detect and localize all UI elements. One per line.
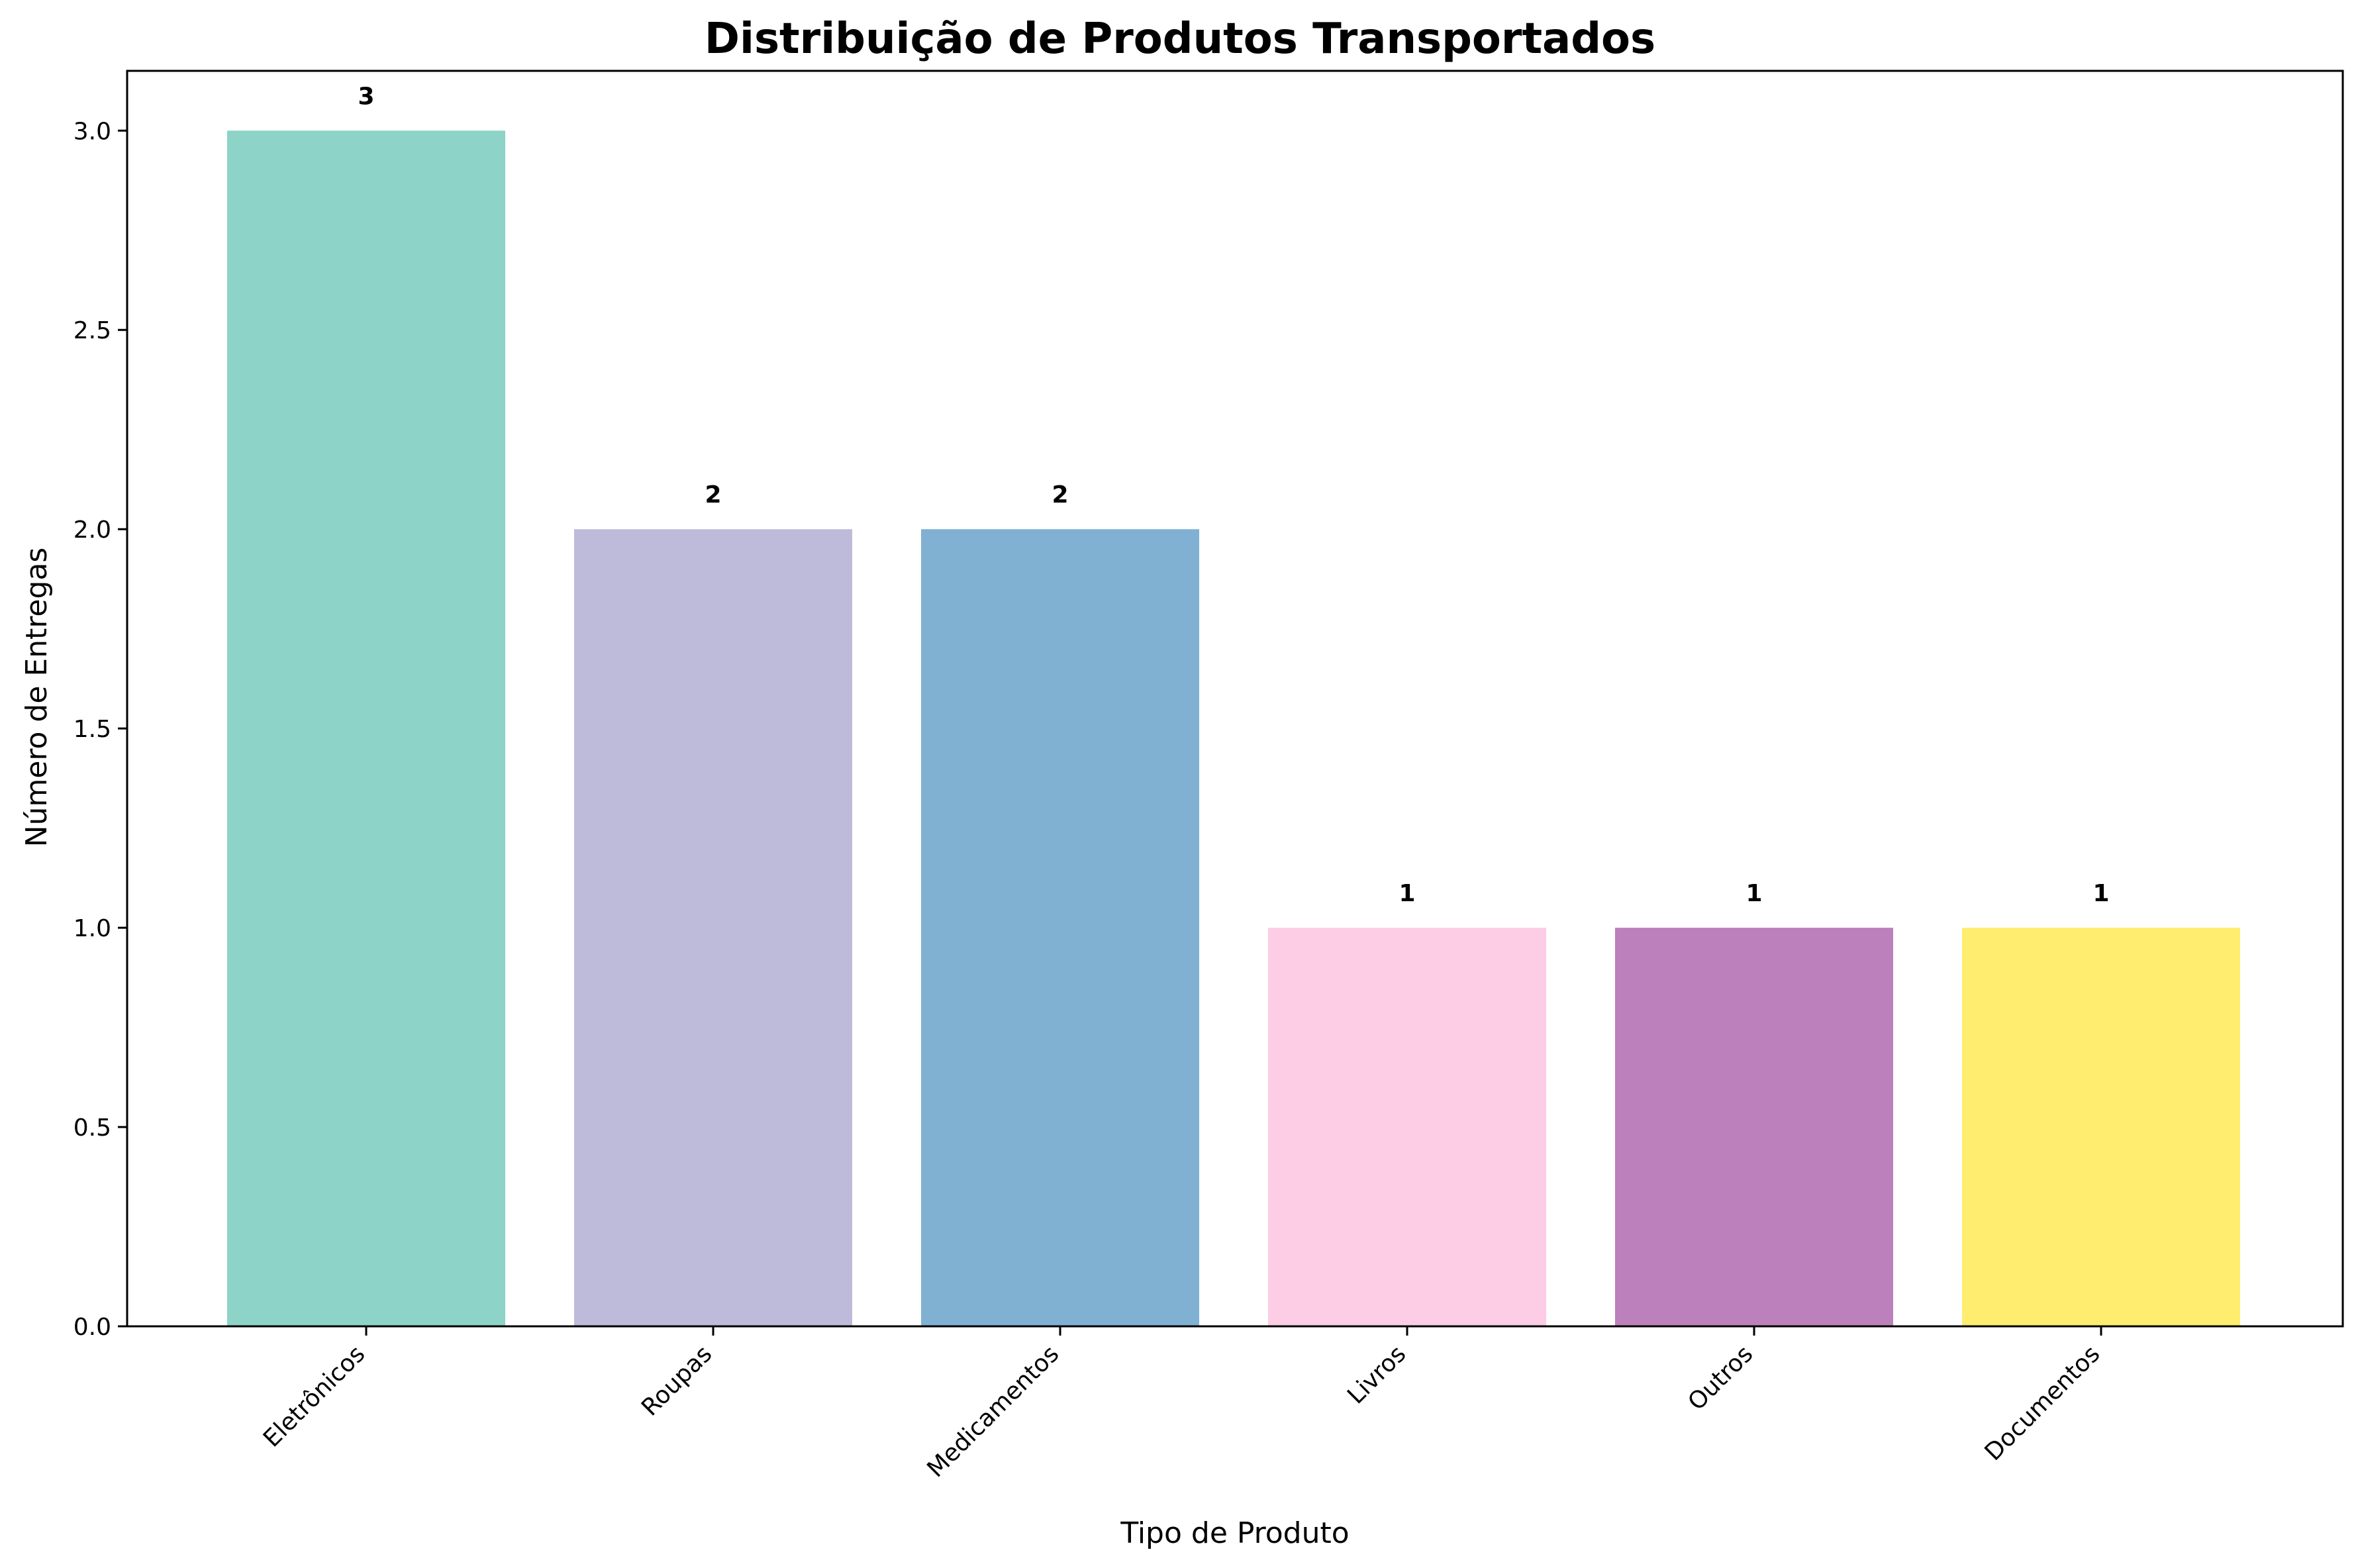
x-tick-label-medicamentos: Medicamentos bbox=[922, 1340, 1065, 1483]
y-tick-label: 1.5 bbox=[74, 716, 111, 743]
x-tick-label-roupas: Roupas bbox=[636, 1340, 717, 1421]
data-labels-layer: 3 2 2 1 1 1 bbox=[358, 83, 2109, 907]
y-tick-label: 1.0 bbox=[74, 915, 111, 942]
y-axis: 0.0 0.5 1.0 1.5 2.0 2.5 3.0 bbox=[74, 118, 127, 1341]
bar-eletrônicos bbox=[227, 130, 505, 1326]
bar-livros bbox=[1268, 928, 1546, 1326]
data-label-documentos: 1 bbox=[2092, 880, 2109, 907]
data-label-outros: 1 bbox=[1745, 880, 1762, 907]
bar-roupas bbox=[574, 529, 852, 1327]
x-axis: Eletrônicos Roupas Medicamentos Livros Outro… bbox=[258, 1326, 2105, 1483]
x-axis-label: Tipo de Produto bbox=[1120, 1516, 1349, 1550]
y-tick-label: 0.5 bbox=[74, 1114, 111, 1142]
bar-documentos bbox=[1962, 928, 2240, 1326]
plot-frame bbox=[126, 70, 2344, 1328]
bar-outros bbox=[1615, 928, 1893, 1326]
data-label-livros: 1 bbox=[1399, 880, 1415, 907]
data-label-medicamentos: 2 bbox=[1052, 481, 1068, 509]
y-tick-label: 3.0 bbox=[74, 118, 111, 145]
x-tick-label-documentos: Documentos bbox=[1980, 1340, 2106, 1466]
y-tick-label: 2.0 bbox=[74, 516, 111, 544]
x-tick-label-livros: Livros bbox=[1342, 1340, 1411, 1409]
data-label-roupas: 2 bbox=[705, 481, 721, 509]
y-axis-label: Número de Entregas bbox=[20, 548, 54, 848]
bar-medicamentos bbox=[921, 529, 1199, 1327]
chart-title: Distribuição de Produtos Transportados bbox=[705, 15, 1655, 64]
x-tick-label-outros: Outros bbox=[1683, 1340, 1758, 1416]
y-tick-label: 0.0 bbox=[74, 1314, 111, 1341]
data-label-eletrônicos: 3 bbox=[358, 83, 374, 110]
y-tick-label: 2.5 bbox=[74, 317, 111, 344]
x-tick-label-eletrônicos: Eletrônicos bbox=[258, 1340, 370, 1452]
bars-layer bbox=[227, 130, 2240, 1327]
